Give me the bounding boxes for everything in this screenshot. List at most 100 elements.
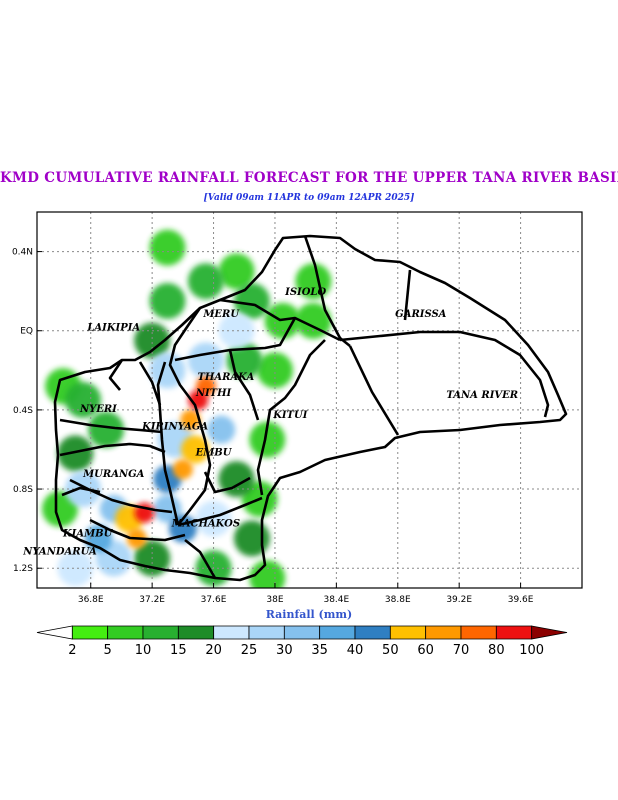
colorbar-label: 25 xyxy=(241,643,258,658)
y-tick-label: 0.4S xyxy=(13,406,33,416)
colorbar-swatch xyxy=(71,625,109,640)
x-tick-label: 37.6E xyxy=(201,595,227,605)
region-label: THARAKA xyxy=(197,372,254,383)
rain-cell xyxy=(57,550,94,587)
rain-cell xyxy=(65,382,102,418)
boundary-line xyxy=(339,330,550,418)
basin-outline xyxy=(53,234,568,582)
region-label: NYANDARUA xyxy=(22,546,97,557)
colorbar-swatch xyxy=(354,625,391,640)
colorbar-swatch xyxy=(319,625,356,640)
colorbar-swatch xyxy=(495,625,533,640)
boundary-line xyxy=(59,442,166,457)
region-label: KIAMBU xyxy=(62,529,114,540)
rain-cell xyxy=(256,352,293,389)
x-tick-label: 39.6E xyxy=(508,595,534,605)
colorbar-label: 50 xyxy=(382,643,399,658)
x-tick-label: 38.8E xyxy=(385,595,411,605)
colorbar-swatch xyxy=(177,625,215,640)
region-label: KIRINYAGA xyxy=(141,422,208,433)
region-labels: LAIKIPIA MERU ISIOLO GARISSA THARAKA NITHI NYE… xyxy=(22,287,518,557)
colorbar-label: 30 xyxy=(276,643,293,658)
colorbar-label: 5 xyxy=(104,643,112,658)
rain-cell xyxy=(218,253,255,290)
colorbar-label: 70 xyxy=(453,643,470,658)
rain-cell xyxy=(153,494,182,523)
x-tick-label: 36.8E xyxy=(78,595,104,605)
colorbar-label: 20 xyxy=(205,643,222,658)
colorbar-swatch xyxy=(425,625,462,640)
boundary-line xyxy=(61,486,101,497)
county-boundaries xyxy=(53,234,568,582)
rain-cell xyxy=(295,263,332,300)
rain-cell xyxy=(57,435,94,472)
boundary-line xyxy=(184,538,217,579)
boundary-line xyxy=(228,349,260,421)
boundary-line xyxy=(59,418,163,434)
y-tick-label: EQ xyxy=(20,327,33,337)
boundary-line xyxy=(138,361,162,406)
region-label: TANA RIVER xyxy=(446,390,518,401)
colorbar-label: 35 xyxy=(311,643,328,658)
y-tick-label: 0.4N xyxy=(12,248,33,258)
region-label: MERU xyxy=(202,309,240,320)
region-label: MACHAKOS xyxy=(171,519,240,530)
region-label: KITUI xyxy=(272,410,308,421)
colorbar-label: 100 xyxy=(519,643,544,658)
colorbar-swatch xyxy=(460,625,497,640)
region-label: GARISSA xyxy=(395,309,447,320)
rain-cell xyxy=(134,322,171,359)
colorbar-swatch xyxy=(142,625,179,640)
colorbar-swatch xyxy=(107,625,144,640)
chart-subtitle: [Valid 09am 11APR to 09am 12APR 2025] xyxy=(203,193,415,203)
colorbar: 2 5 10 15 20 25 30 35 40 50 60 70 80 100 xyxy=(36,625,568,658)
colorbar-swatch xyxy=(213,625,250,640)
colorbar-label: 2 xyxy=(68,643,76,658)
rain-cell xyxy=(172,459,193,480)
colorbar-swatch xyxy=(389,625,427,640)
rain-cell xyxy=(88,411,125,448)
y-tick-label: 0.8S xyxy=(13,485,33,495)
chart-title: KMD CUMULATIVE RAINFALL FORECAST FOR THE… xyxy=(0,170,618,186)
colorbar-swatch xyxy=(36,625,73,640)
x-tick-label: 39.2E xyxy=(446,595,472,605)
region-label: ISIOLO xyxy=(284,287,326,298)
region-label: NYERI xyxy=(79,404,117,415)
colorbar-label: 80 xyxy=(488,643,505,658)
rain-cell xyxy=(218,312,255,349)
boundary-line xyxy=(174,317,297,362)
boundary-line xyxy=(203,471,251,494)
colorbar-label: 40 xyxy=(347,643,364,658)
axis-ticks: 36.8E 37.2E 37.6E 38E 38.4E 38.8E 39.2E 39.6E 0.… xyxy=(12,248,534,605)
boundary-line xyxy=(177,496,263,527)
rain-cell xyxy=(181,435,210,464)
x-tick-label: 38E xyxy=(266,595,283,605)
region-label: EMBU xyxy=(195,447,233,458)
boundary-line xyxy=(168,307,212,526)
rain-cell xyxy=(180,409,201,430)
boundary-line xyxy=(156,361,180,526)
boundary-line xyxy=(108,359,124,391)
rain-cell xyxy=(249,421,286,458)
colorbar-swatch xyxy=(531,625,568,640)
boundary-line xyxy=(219,298,341,342)
grid-lines xyxy=(37,212,582,588)
colorbar-label: 15 xyxy=(170,643,187,658)
y-tick-label: 1.2S xyxy=(13,564,33,574)
region-label: NITHI xyxy=(195,388,232,399)
rain-cell xyxy=(149,283,186,320)
colorbar-swatch xyxy=(248,625,285,640)
boundary-line xyxy=(348,345,400,436)
rain-cell xyxy=(188,390,209,410)
rain-cell xyxy=(249,560,286,588)
boundary-line xyxy=(403,269,412,321)
rain-cell xyxy=(207,415,236,444)
colorbar-label: 60 xyxy=(417,643,434,658)
x-tick-label: 38.4E xyxy=(323,595,349,605)
plot-frame xyxy=(36,211,583,589)
colorbar-swatch xyxy=(283,625,321,640)
x-tick-label: 37.2E xyxy=(139,595,165,605)
boundary-line xyxy=(256,339,326,496)
rain-cell xyxy=(149,229,186,266)
